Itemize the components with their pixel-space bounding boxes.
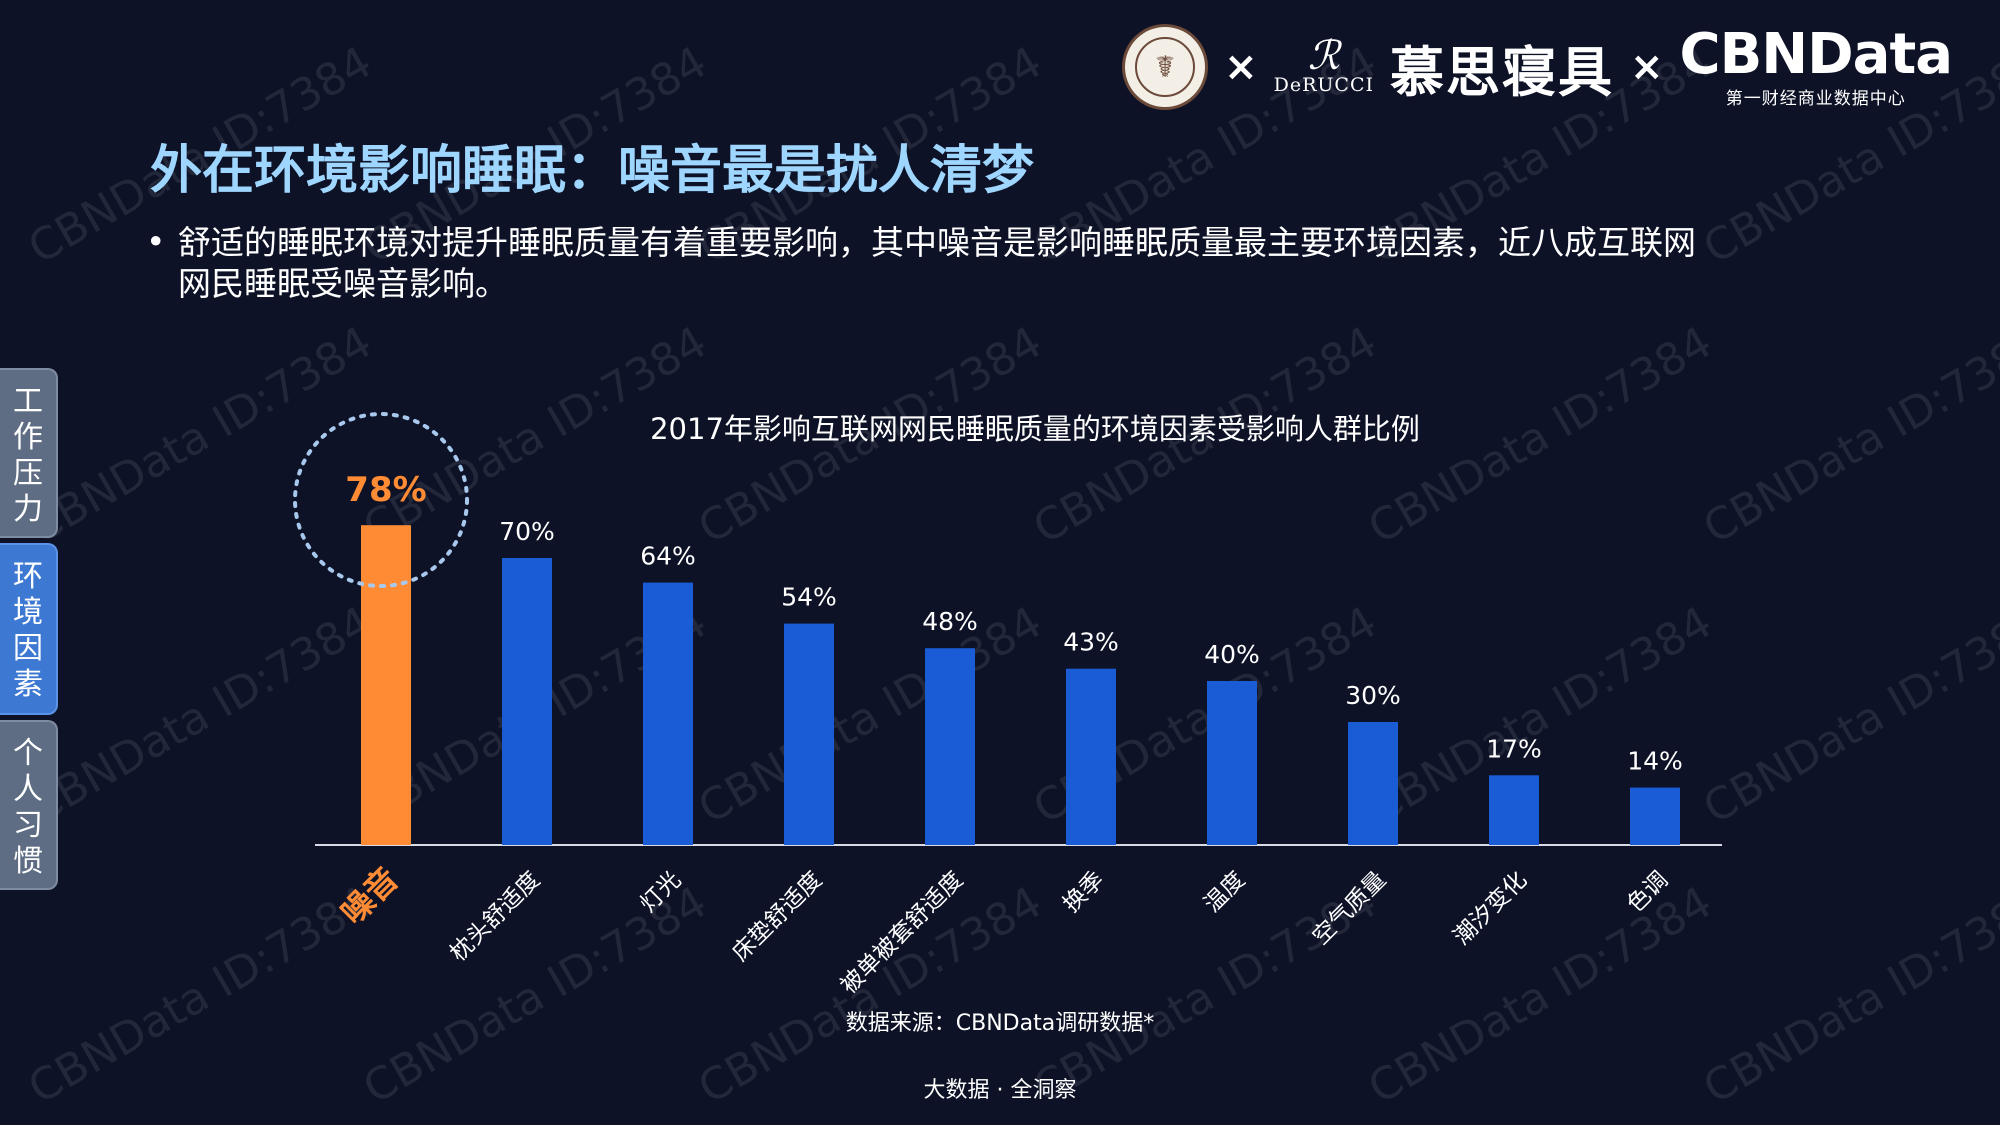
- tab-environment-factors[interactable]: 环境因素: [0, 543, 58, 715]
- page-title: 外在环境影响睡眠：噪音最是扰人清梦: [150, 141, 1035, 201]
- data-label-10: 14%: [1627, 747, 1683, 776]
- data-label-6: 43%: [1063, 628, 1119, 657]
- tab-work-pressure[interactable]: 工作压力: [0, 368, 58, 538]
- data-label-2: 70%: [499, 517, 555, 546]
- data-label-9: 17%: [1486, 734, 1542, 763]
- bullet-line-1: 舒适的睡眠环境对提升睡眠质量有着重要影响，其中噪音是影响睡眠质量最主要环境因素，…: [178, 223, 1696, 262]
- bar-1: [361, 525, 411, 845]
- footer-tagline: 大数据 · 全洞察: [923, 1078, 1077, 1103]
- times-symbol: ×: [1630, 44, 1664, 90]
- category-label-9: 潮汐变化: [1449, 867, 1532, 950]
- data-source-note: 数据来源：CBNData调研数据*: [845, 1011, 1155, 1036]
- category-label-10: 色调: [1622, 867, 1673, 918]
- data-label-7: 40%: [1204, 640, 1260, 669]
- bar-2: [502, 558, 552, 845]
- bar-10: [1630, 787, 1680, 845]
- category-label-5: 被单被套舒适度: [836, 867, 968, 999]
- tab-personal-habits[interactable]: 个人习惯: [0, 720, 58, 890]
- bar-7: [1207, 681, 1257, 845]
- highlight-dotted-circle: [293, 412, 469, 588]
- category-label-6: 换季: [1058, 867, 1109, 918]
- derucci-word: DeRUCCI: [1273, 74, 1374, 96]
- bar-9: [1489, 775, 1539, 845]
- cbndata-logo: CBNData 第一财经商业数据中心: [1679, 21, 1953, 109]
- data-label-1: 78%: [345, 470, 426, 510]
- category-label-7: 温度: [1199, 867, 1250, 918]
- data-label-8: 30%: [1345, 681, 1401, 710]
- category-label-8: 空气质量: [1308, 867, 1391, 950]
- bar-5: [925, 648, 975, 845]
- category-label-4: 床垫舒适度: [728, 867, 828, 967]
- category-label-1: 噪音: [334, 860, 406, 932]
- derucci-mark: ℛ: [1307, 33, 1340, 79]
- sleep-society-seal-logo: ☤: [1122, 24, 1209, 110]
- bar-3: [643, 582, 693, 845]
- derucci-logo: ℛ DeRUCCI: [1273, 33, 1374, 96]
- bar-6: [1066, 668, 1116, 845]
- cbndata-logo-text: CBNData: [1679, 21, 1953, 87]
- caduceus-icon: ☤: [1135, 37, 1196, 97]
- data-label-4: 54%: [781, 583, 837, 612]
- cbndata-logo-subtitle: 第一财经商业数据中心: [1725, 88, 1906, 109]
- category-label-2: 枕头舒适度: [446, 867, 546, 967]
- bullet-dot: •: [146, 222, 166, 261]
- brand-cn-logo: 慕思寝具: [1390, 39, 1614, 104]
- logo-bar: ☤ × ℛ DeRUCCI 慕思寝具 × CBNData 第一财经商业数据中心: [1122, 21, 1953, 112]
- category-label-3: 灯光: [635, 867, 686, 918]
- bar-8: [1348, 722, 1398, 845]
- bullet-text: • 舒适的睡眠环境对提升睡眠质量有着重要影响，其中噪音是影响睡眠质量最主要环境因…: [146, 222, 1696, 304]
- bar-4: [784, 623, 834, 845]
- bullet-line-2: 网民睡眠受噪音影响。: [178, 264, 508, 303]
- data-label-5: 48%: [922, 607, 978, 636]
- chart-title: 2017年影响互联网网民睡眠质量的环境因素受影响人群比例: [650, 412, 1420, 446]
- data-label-3: 64%: [640, 542, 696, 571]
- times-symbol: ×: [1224, 44, 1258, 90]
